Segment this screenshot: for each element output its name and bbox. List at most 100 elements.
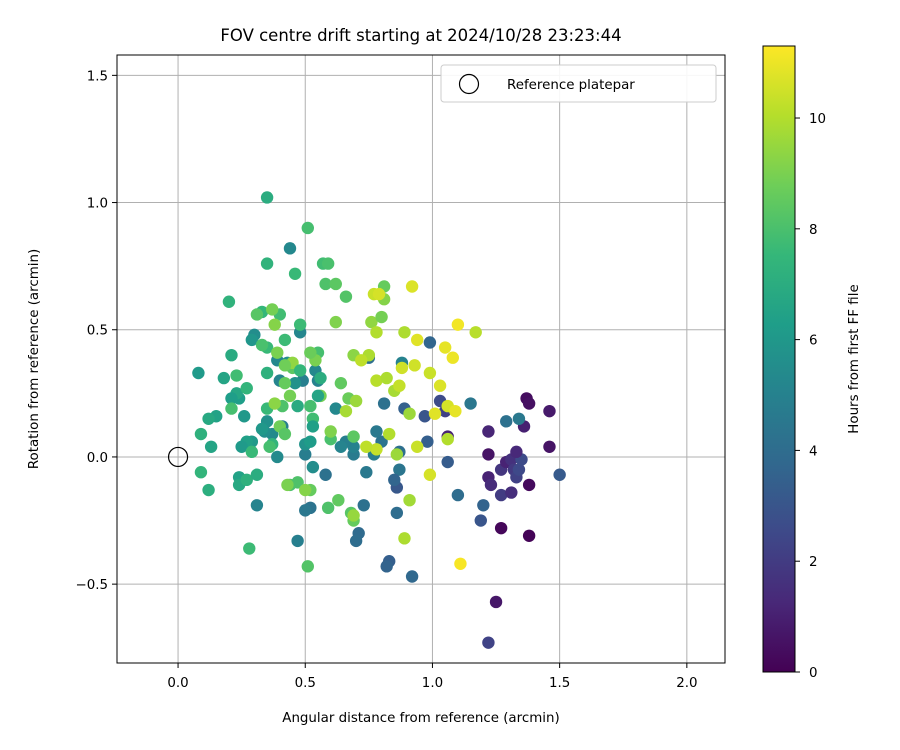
data-point xyxy=(395,361,409,375)
data-point xyxy=(380,560,393,573)
data-point xyxy=(260,191,274,204)
data-point xyxy=(423,336,437,349)
data-point xyxy=(314,371,327,385)
data-point xyxy=(311,389,325,403)
data-point xyxy=(428,407,442,420)
data-point xyxy=(202,412,215,425)
data-point xyxy=(380,371,393,385)
data-point xyxy=(370,374,383,387)
data-point xyxy=(553,468,566,481)
data-point xyxy=(250,468,264,481)
data-point xyxy=(250,499,264,512)
data-point xyxy=(398,532,411,545)
data-point xyxy=(271,450,284,464)
data-point xyxy=(194,466,208,479)
data-point xyxy=(388,473,401,487)
data-point xyxy=(441,455,454,469)
data-point xyxy=(403,407,416,420)
data-point xyxy=(423,366,437,380)
data-point xyxy=(449,404,462,418)
data-point xyxy=(288,267,302,280)
data-point xyxy=(334,376,348,390)
data-point xyxy=(202,483,215,497)
data-point xyxy=(339,404,353,418)
data-point xyxy=(288,376,302,390)
data-point xyxy=(263,440,276,453)
data-point xyxy=(225,402,238,415)
grid-lines xyxy=(117,55,725,663)
data-point xyxy=(293,364,307,377)
legend-label: Reference platepar xyxy=(507,78,635,93)
data-point xyxy=(438,341,452,354)
data-point xyxy=(268,318,281,331)
data-point xyxy=(250,308,264,321)
data-point xyxy=(265,303,279,316)
colorbar xyxy=(762,45,796,673)
data-point xyxy=(329,402,342,415)
data-point xyxy=(477,499,490,512)
data-point xyxy=(329,277,342,291)
chart-title: FOV centre drift starting at 2024/10/28 … xyxy=(220,26,621,45)
x-axis-ticks: 0.0 0.5 1.0 1.5 2.0 xyxy=(167,663,697,691)
data-point xyxy=(301,221,314,235)
x-axis-label: Angular distance from reference (arcmin) xyxy=(282,711,559,726)
data-point xyxy=(260,257,274,270)
colorbar-tick-label: 10 xyxy=(809,112,826,127)
data-point xyxy=(304,435,317,448)
data-point xyxy=(451,318,465,331)
legend-marker-icon xyxy=(458,73,480,95)
y-tick-label: 1.0 xyxy=(87,197,108,212)
data-point xyxy=(240,473,253,487)
data-point xyxy=(306,420,320,433)
data-point xyxy=(299,504,312,517)
data-point xyxy=(398,326,411,339)
data-point xyxy=(370,326,383,339)
data-point xyxy=(291,476,304,489)
y-tick-label: 1.5 xyxy=(87,69,108,84)
data-point xyxy=(360,440,373,453)
data-point xyxy=(243,542,256,555)
colorbar-tick-label: 8 xyxy=(809,223,818,238)
data-point xyxy=(421,435,434,448)
data-point xyxy=(522,529,536,543)
data-point xyxy=(319,277,332,291)
data-point xyxy=(410,440,424,453)
data-point xyxy=(281,478,294,492)
data-point xyxy=(522,397,536,410)
data-point xyxy=(304,346,317,359)
data-point xyxy=(301,560,314,573)
data-point xyxy=(464,397,477,410)
data-point xyxy=(360,466,373,479)
data-point xyxy=(357,499,370,512)
data-point xyxy=(410,333,424,347)
data-point xyxy=(339,290,353,303)
data-point xyxy=(393,379,406,392)
data-point xyxy=(271,346,284,359)
plot-frame xyxy=(116,54,726,664)
data-point xyxy=(204,440,218,453)
data-point xyxy=(418,410,432,423)
data-point xyxy=(489,595,503,609)
data-point xyxy=(255,338,269,352)
data-point xyxy=(390,506,404,520)
data-point xyxy=(192,366,205,380)
data-point xyxy=(522,478,536,492)
data-point xyxy=(334,440,348,453)
data-point xyxy=(291,534,304,548)
data-point xyxy=(245,333,259,347)
colorbar-tick-label: 4 xyxy=(809,444,818,459)
y-tick-label: −0.5 xyxy=(75,578,108,593)
data-point xyxy=(349,394,363,408)
data-point xyxy=(543,440,556,453)
data-point xyxy=(377,397,391,410)
data-point xyxy=(375,310,388,324)
data-point xyxy=(482,448,495,461)
y-tick-label: 0.0 xyxy=(87,451,108,466)
data-point xyxy=(349,534,363,548)
data-point xyxy=(474,514,487,527)
data-point xyxy=(222,295,236,308)
data-point xyxy=(510,445,523,459)
data-point xyxy=(390,448,404,461)
x-tick-label: 2.0 xyxy=(676,676,697,691)
